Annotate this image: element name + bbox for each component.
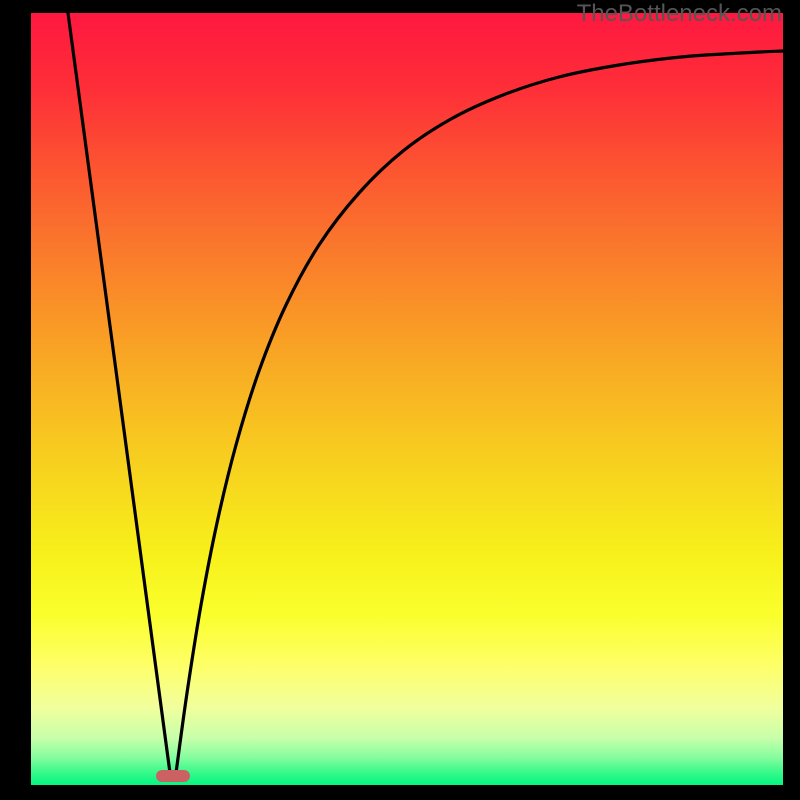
optimal-marker <box>156 770 190 782</box>
plot-area <box>31 13 783 785</box>
bottleneck-curve <box>68 13 783 773</box>
curve-layer <box>31 13 783 785</box>
chart-frame: TheBottleneck.com <box>0 0 800 800</box>
watermark-text: TheBottleneck.com <box>577 0 782 28</box>
